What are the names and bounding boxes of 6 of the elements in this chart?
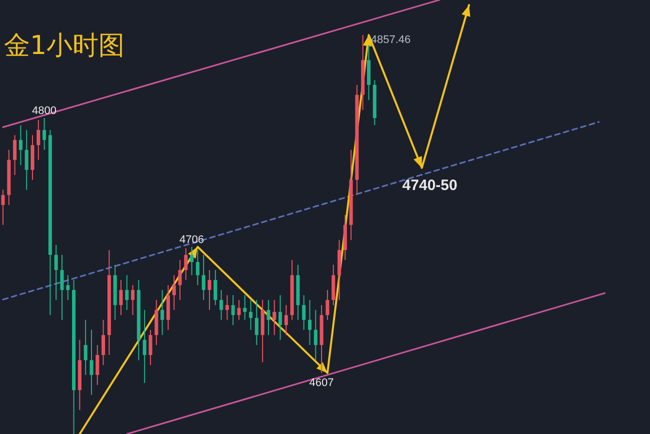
annotation: 4740-50 (402, 176, 458, 194)
annotation: 4607 (309, 376, 334, 389)
annotation: 4800 (32, 104, 57, 117)
annotation: 4706 (180, 234, 204, 246)
annotation: 4857.46 (370, 34, 411, 46)
chart-title: 金1小时图 (4, 31, 125, 61)
